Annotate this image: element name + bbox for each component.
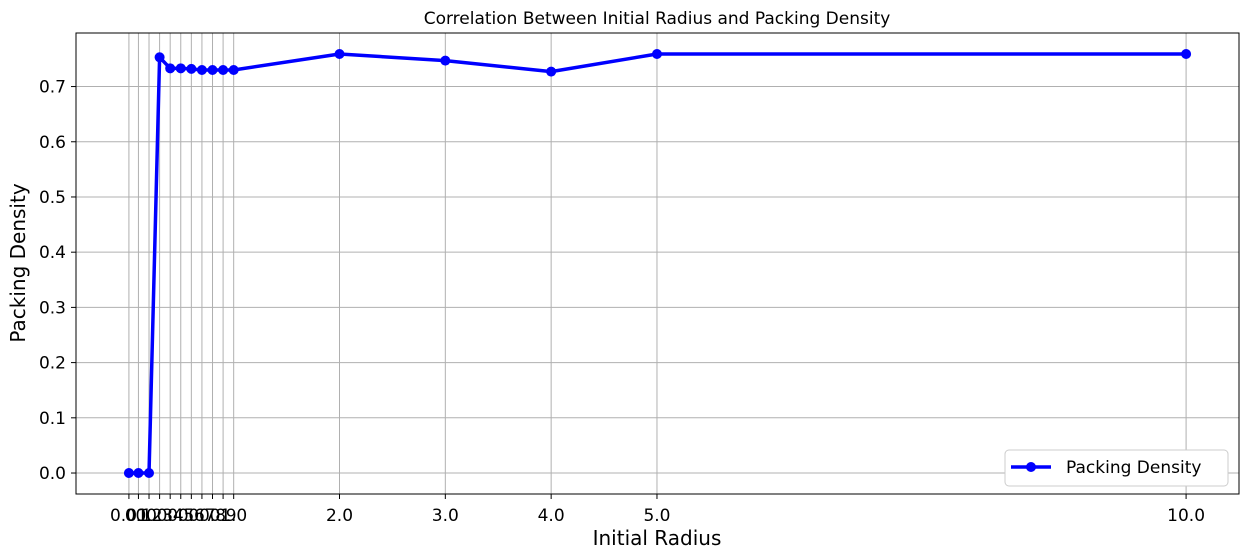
y-axis-ticks: 0.0 0.1 0.2 0.3 0.4 0.5 0.6 0.7 xyxy=(39,78,76,484)
x-tick-label: 10.0 xyxy=(1167,506,1205,526)
data-point xyxy=(218,64,229,75)
y-tick-label: 0.6 xyxy=(39,133,66,153)
x-tick-label: 0.7 xyxy=(188,506,215,526)
x-axis-label: Initial Radius xyxy=(593,526,722,550)
grid-layer xyxy=(76,33,1239,494)
x-tick-label: 0.01 xyxy=(110,506,148,526)
series-line xyxy=(128,52,1187,475)
legend-label: Packing Density xyxy=(1066,458,1201,478)
legend-point-marker xyxy=(1026,462,1036,472)
x-tick-label: 0.2 xyxy=(135,506,162,526)
y-tick-label: 0.1 xyxy=(39,409,66,429)
y-tick-label: 0.7 xyxy=(39,78,66,98)
data-point xyxy=(175,63,186,74)
plot-frame xyxy=(75,32,1240,495)
data-point xyxy=(154,52,165,63)
x-tick-label: 1.0 xyxy=(220,506,247,526)
x-tick-label: 0.3 xyxy=(146,506,173,526)
x-tick-label: 0.5 xyxy=(167,506,194,526)
data-point xyxy=(196,64,207,75)
data-point xyxy=(207,64,218,75)
x-tick-label: 0.9 xyxy=(210,506,237,526)
x-tick-label: 3.0 xyxy=(432,506,459,526)
y-tick-label: 0.2 xyxy=(39,354,66,374)
data-point xyxy=(133,468,144,479)
data-point xyxy=(144,468,155,479)
x-tick-label: 0.6 xyxy=(178,506,205,526)
y-tick-label: 0.4 xyxy=(39,243,66,263)
legend-box xyxy=(1004,449,1229,487)
y-axis-label: Packing Density xyxy=(6,183,30,342)
x-tick-label: 4.0 xyxy=(538,506,565,526)
x-tick-label: 2.0 xyxy=(326,506,353,526)
data-point xyxy=(440,55,451,66)
y-tick-label: 0.5 xyxy=(39,188,66,208)
y-tick-label: 0.3 xyxy=(39,298,66,318)
data-point xyxy=(334,48,345,59)
x-tick-label: 0.8 xyxy=(199,506,226,526)
data-point xyxy=(165,63,176,74)
data-point xyxy=(123,468,134,479)
y-tick-label: 0.0 xyxy=(39,464,66,484)
data-point xyxy=(1181,48,1192,59)
x-axis-ticks: 0.010.10.20.30.40.50.60.70.80.91.0 2.0 3.0… xyxy=(110,494,1205,526)
x-tick-label: 0.1 xyxy=(125,506,152,526)
legend: Packing Density xyxy=(1004,449,1229,487)
x-tick-label: 5.0 xyxy=(643,506,670,526)
chart-title: Correlation Between Initial Radius and P… xyxy=(424,9,891,29)
data-point xyxy=(651,48,662,59)
x-tick-label: 0.4 xyxy=(157,506,184,526)
series-layer xyxy=(123,48,1192,479)
data-point xyxy=(228,64,239,75)
data-point xyxy=(546,66,557,77)
data-point xyxy=(186,63,197,74)
